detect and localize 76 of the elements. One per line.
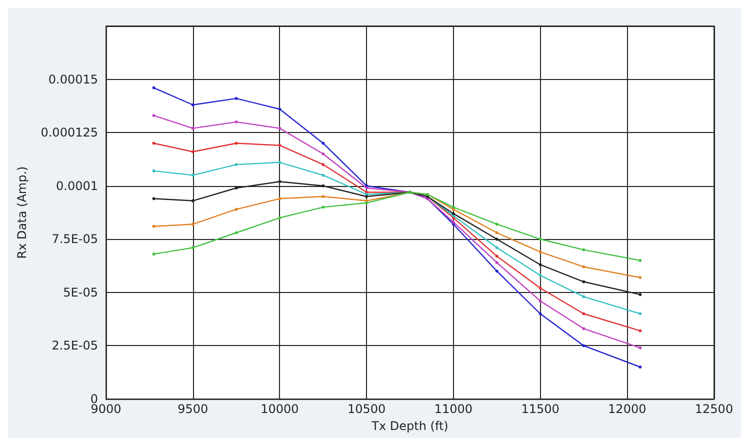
point — [322, 206, 325, 209]
point — [538, 299, 542, 302]
point — [234, 163, 238, 166]
point — [638, 346, 642, 350]
point — [152, 169, 156, 172]
point — [582, 265, 586, 268]
y-tick-label: 7.5E-05 — [52, 232, 98, 246]
point — [152, 252, 156, 256]
y-tick-label: 2.5E-05 — [52, 338, 98, 353]
point — [538, 312, 542, 316]
point — [495, 238, 498, 241]
point — [234, 120, 238, 124]
x-tick-label: 9000 — [90, 402, 122, 416]
point — [582, 295, 586, 298]
point — [538, 238, 542, 241]
point — [582, 327, 586, 330]
point — [322, 163, 325, 166]
point — [582, 312, 586, 316]
point — [234, 96, 238, 100]
point — [538, 274, 542, 277]
point — [278, 144, 282, 147]
point — [495, 261, 498, 264]
point — [234, 142, 238, 145]
x-tick-label: 10500 — [347, 402, 386, 416]
line-series — [152, 160, 642, 316]
point — [495, 246, 498, 250]
y-tick-label: 0.000125 — [40, 126, 98, 140]
x-tick-label: 11500 — [521, 402, 560, 416]
point — [278, 180, 282, 184]
y-tick-label: 5E-05 — [63, 285, 98, 300]
point — [538, 286, 542, 290]
point — [638, 329, 642, 332]
point — [278, 108, 282, 111]
line-series — [152, 114, 642, 350]
point — [638, 366, 642, 369]
point — [582, 344, 586, 348]
point — [495, 270, 498, 273]
x-tick-label: 12000 — [608, 402, 646, 416]
point — [152, 142, 156, 145]
point — [191, 174, 194, 177]
x-tick-label: 12500 — [694, 402, 734, 416]
x-axis-title: Tx Depth (ft) — [370, 418, 448, 433]
point — [322, 174, 325, 177]
x-tick-label: 11000 — [434, 402, 473, 416]
x-tick-label: 10000 — [260, 402, 299, 416]
line-series — [152, 190, 642, 262]
point — [152, 114, 156, 118]
x-tick-label: 9500 — [178, 402, 208, 416]
point — [322, 184, 325, 188]
point — [234, 231, 238, 234]
point — [191, 150, 194, 154]
point — [152, 197, 156, 200]
point — [582, 248, 586, 252]
point — [538, 250, 542, 254]
point — [278, 126, 282, 130]
line-series — [152, 190, 642, 280]
line-series — [152, 86, 642, 369]
point — [278, 216, 282, 220]
y-tick-label: 0.0001 — [56, 178, 98, 193]
point — [495, 254, 498, 258]
point — [278, 197, 282, 200]
y-tick-label: 0.00015 — [48, 72, 98, 86]
point — [191, 103, 194, 106]
point — [152, 224, 156, 228]
point — [638, 293, 642, 296]
line-series — [152, 142, 642, 332]
point — [582, 280, 586, 284]
y-axis-title: Rx Data (Amp.) — [15, 166, 29, 259]
point — [191, 246, 194, 250]
point — [278, 160, 282, 164]
point — [234, 208, 238, 211]
point — [638, 276, 642, 280]
point — [191, 126, 194, 130]
point — [638, 258, 642, 262]
point — [538, 263, 542, 266]
point — [322, 152, 325, 156]
